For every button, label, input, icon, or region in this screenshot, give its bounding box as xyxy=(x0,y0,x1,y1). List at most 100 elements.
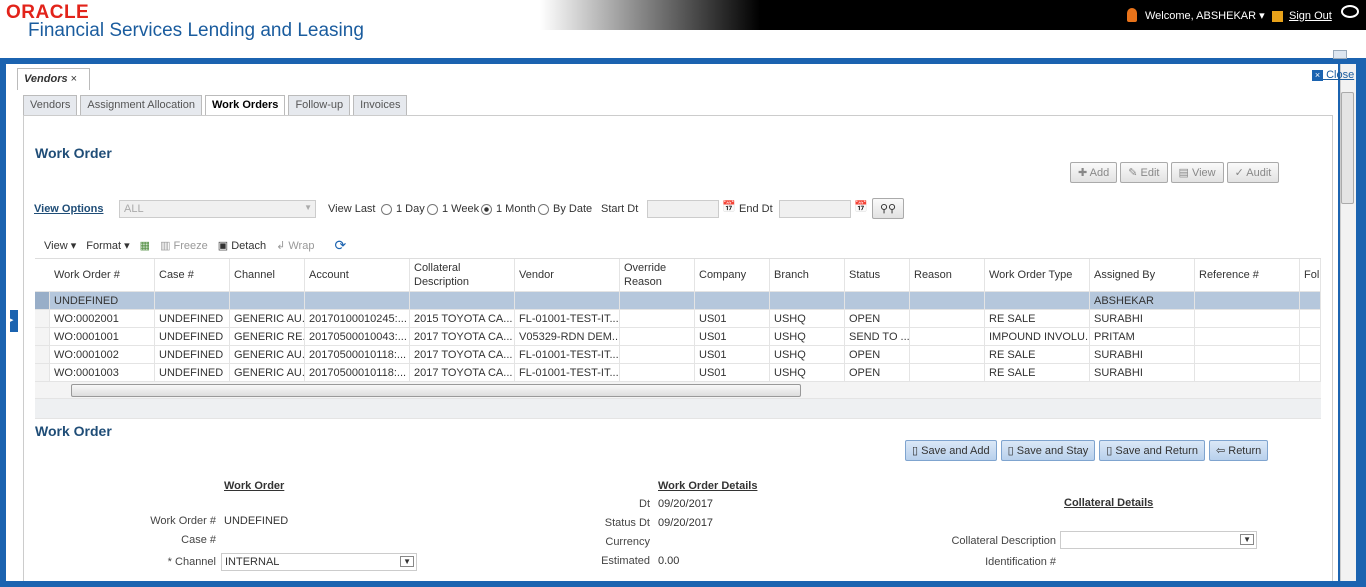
format-menu[interactable]: Format ▾ xyxy=(86,239,130,252)
row-selector[interactable] xyxy=(35,346,50,363)
column-header[interactable]: Channel xyxy=(230,259,305,291)
column-header[interactable]: Reason xyxy=(910,259,985,291)
work-order-number-label: Work Order # xyxy=(150,515,216,527)
work-order-details-heading: Work Order Details xyxy=(658,480,758,492)
wrap-label: Wrap xyxy=(288,239,315,252)
calendar-icon[interactable]: 📅 xyxy=(722,201,736,213)
view-label: View xyxy=(1191,167,1216,179)
column-header[interactable]: Case # xyxy=(155,259,230,291)
tab-invoices[interactable]: Invoices xyxy=(353,95,408,115)
refresh-icon[interactable]: ⟳ xyxy=(334,236,347,253)
radio-1-day[interactable] xyxy=(381,204,392,215)
table-cell: SURABHI xyxy=(1090,364,1195,381)
row-selector[interactable] xyxy=(35,292,50,309)
table-cell: UNDEFINED xyxy=(155,364,230,381)
end-dt-input[interactable] xyxy=(779,200,851,218)
column-header[interactable]: Work Order Type xyxy=(985,259,1090,291)
help-icon[interactable] xyxy=(1341,5,1359,18)
save-and-add-button[interactable]: ▯ Save and Add xyxy=(905,440,997,461)
table-cell xyxy=(910,328,985,345)
table-cell: 2017 TOYOTA CA... xyxy=(410,328,515,345)
tab-work-orders[interactable]: Work Orders xyxy=(205,95,286,116)
close-icon: × xyxy=(1312,70,1323,81)
column-header[interactable]: Work Order # xyxy=(50,259,155,291)
table-row[interactable]: WO:0001001 UNDEFINED GENERIC RE... 20170500… xyxy=(35,328,1321,346)
column-header[interactable]: Foll xyxy=(1300,259,1321,291)
column-header[interactable]: Account xyxy=(305,259,410,291)
view-options-link[interactable]: View Options xyxy=(34,203,104,215)
search-binoculars-button[interactable]: ⚲⚲ xyxy=(872,198,905,219)
table-cell: FL-01001-TEST-IT... xyxy=(515,364,620,381)
column-header[interactable]: Collateral Description xyxy=(410,259,515,291)
horizontal-scroll-thumb[interactable] xyxy=(71,384,801,397)
tab-follow-up[interactable]: Follow-up xyxy=(288,95,351,115)
radio-1-month[interactable] xyxy=(481,204,492,215)
welcome-menu[interactable]: Welcome, ABSHEKAR ▾ xyxy=(1145,10,1265,22)
close-link[interactable]: × Close xyxy=(1312,69,1354,81)
row-selector[interactable] xyxy=(35,310,50,327)
table-cell: PRITAM xyxy=(1090,328,1195,345)
radio-by-date[interactable] xyxy=(538,204,549,215)
column-header[interactable]: Status xyxy=(845,259,910,291)
dt-value: 09/20/2017 xyxy=(658,498,714,510)
column-header[interactable]: Reference # xyxy=(1195,259,1300,291)
expand-left-panel-button[interactable]: ▸ xyxy=(10,310,18,332)
column-header[interactable]: Company xyxy=(695,259,770,291)
radio-by-date-label: By Date xyxy=(553,203,593,215)
calendar-icon[interactable]: 📅 xyxy=(854,201,868,213)
table-cell: USHQ xyxy=(770,346,845,363)
end-dt-label: End Dt xyxy=(739,203,773,215)
tab-assignment-allocation[interactable]: Assignment Allocation xyxy=(80,95,202,115)
horizontal-scrollbar[interactable] xyxy=(35,382,1321,399)
close-tab-icon[interactable]: × xyxy=(70,73,78,85)
table-cell xyxy=(620,346,695,363)
column-header[interactable]: Vendor xyxy=(515,259,620,291)
radio-1-week[interactable] xyxy=(427,204,438,215)
table-row[interactable]: WO:0001003 UNDEFINED GENERIC AU... 20170500… xyxy=(35,364,1321,382)
collapse-header-button[interactable] xyxy=(1333,50,1347,59)
table-cell xyxy=(695,292,770,309)
wrap-button[interactable]: ↲ Wrap xyxy=(276,239,315,252)
row-selector[interactable] xyxy=(35,364,50,381)
table-cell xyxy=(770,292,845,309)
chevron-down-icon: ▼ xyxy=(304,203,312,212)
edit-button[interactable]: ✎ Edit xyxy=(1120,162,1168,183)
table-cell: UNDEFINED xyxy=(155,346,230,363)
view-button[interactable]: ▤ View xyxy=(1170,162,1224,183)
save-and-stay-button[interactable]: ▯ Save and Stay xyxy=(1000,440,1096,461)
return-button[interactable]: ⇦ Return xyxy=(1208,440,1269,461)
column-header[interactable]: Override Reason xyxy=(620,259,695,291)
table-row[interactable]: WO:0001002 UNDEFINED GENERIC AU... 20170500… xyxy=(35,346,1321,364)
save-and-return-button[interactable]: ▯ Save and Return xyxy=(1099,440,1205,461)
table-row[interactable]: UNDEFINED ABSHEKAR xyxy=(35,292,1321,310)
audit-button[interactable]: ✓ Audit xyxy=(1226,162,1280,183)
freeze-button[interactable]: ▥ Freeze xyxy=(160,239,208,252)
table-cell: UNDEFINED xyxy=(155,328,230,345)
detach-button[interactable]: ▣ Detach xyxy=(217,239,267,252)
start-dt-input[interactable] xyxy=(647,200,719,218)
sign-out-link[interactable]: Sign Out xyxy=(1289,10,1332,22)
table-cell: FL-01001-TEST-IT... xyxy=(515,346,620,363)
vertical-scroll-thumb[interactable] xyxy=(1341,92,1354,204)
collateral-description-select[interactable]: ▼ xyxy=(1060,531,1257,549)
table-cell: IMPOUND INVOLU... xyxy=(985,328,1090,345)
add-label: Add xyxy=(1089,167,1110,179)
table-cell xyxy=(620,364,695,381)
query-by-example-icon[interactable]: ▦ xyxy=(139,239,151,252)
table-cell: US01 xyxy=(695,328,770,345)
table-cell: UNDEFINED xyxy=(50,292,155,309)
tab-vendors[interactable]: Vendors xyxy=(23,95,78,115)
doc-tab-vendors[interactable]: Vendors × xyxy=(17,68,90,90)
table-cell xyxy=(1300,364,1321,381)
view-menu[interactable]: View ▾ xyxy=(44,239,77,252)
estimated-value: 0.00 xyxy=(658,555,680,567)
add-button[interactable]: ✚ Add xyxy=(1070,162,1118,183)
view-options-select[interactable]: ALL ▼ xyxy=(119,200,316,218)
channel-select[interactable]: INTERNAL ▼ xyxy=(221,553,417,571)
collateral-details-heading: Collateral Details xyxy=(1064,497,1154,509)
row-selector[interactable] xyxy=(35,328,50,345)
column-header[interactable]: Branch xyxy=(770,259,845,291)
chevron-down-icon: ▼ xyxy=(400,556,414,567)
column-header[interactable]: Assigned By xyxy=(1090,259,1195,291)
table-row[interactable]: WO:0002001 UNDEFINED GENERIC AU... 20170100… xyxy=(35,310,1321,328)
